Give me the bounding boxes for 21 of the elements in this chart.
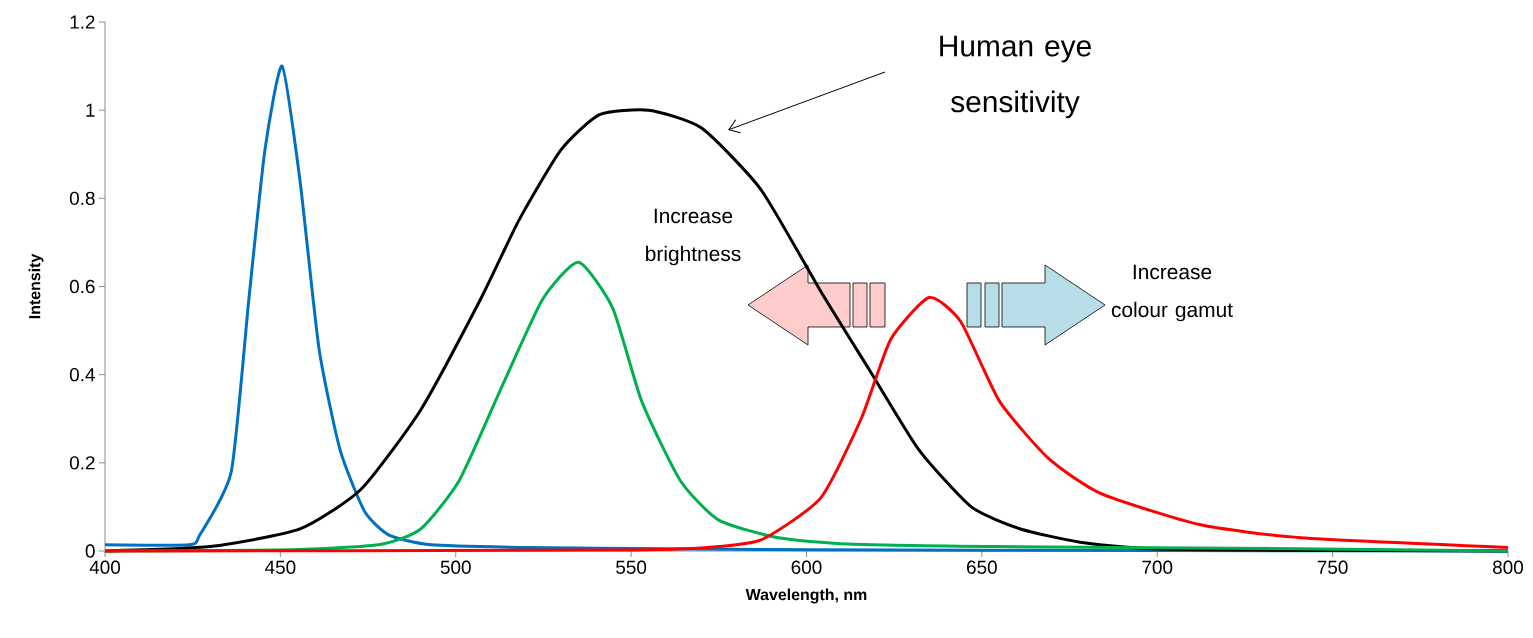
y-tick-label: 0.2 — [69, 456, 95, 470]
annotation: Human eye sensitivity — [940, 35, 1091, 119]
y-tick-label: 0.4 — [69, 367, 95, 382]
x-tick-label: 500 — [440, 560, 471, 574]
y-tick-label: 0.8 — [69, 191, 95, 206]
x-tick-label: 800 — [1493, 560, 1523, 574]
x-tick-label: 700 — [1142, 560, 1173, 574]
y-tick-label: 1.2 — [70, 15, 95, 29]
y-tick-label: 0 — [85, 544, 95, 558]
x-tick-label: 750 — [1317, 560, 1348, 574]
annotation: Increase brightness — [646, 208, 741, 266]
y-tick-label: 1 — [86, 103, 95, 117]
x-axis-title: Wavelength, nm — [745, 588, 867, 604]
x-tick-label: 550 — [616, 560, 647, 574]
x-tick-label: 400 — [89, 560, 121, 574]
y-tick-label: 0.6 — [69, 279, 95, 294]
x-tick-label: 450 — [265, 560, 296, 574]
x-tick-label: 600 — [791, 560, 822, 574]
x-tick-label: 650 — [967, 560, 997, 574]
y-axis-title: Intensity — [28, 253, 44, 319]
annotation: Increase colour gamut — [1111, 264, 1233, 322]
